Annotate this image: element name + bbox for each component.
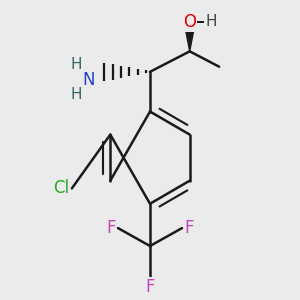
Text: O: O bbox=[183, 13, 196, 31]
Text: N: N bbox=[82, 70, 95, 88]
Text: F: F bbox=[184, 219, 194, 237]
Polygon shape bbox=[184, 22, 195, 51]
Text: F: F bbox=[145, 278, 155, 296]
Text: H: H bbox=[70, 57, 82, 72]
Text: F: F bbox=[106, 219, 116, 237]
Text: Cl: Cl bbox=[53, 179, 69, 197]
Text: H: H bbox=[205, 14, 217, 29]
Text: H: H bbox=[70, 87, 82, 102]
